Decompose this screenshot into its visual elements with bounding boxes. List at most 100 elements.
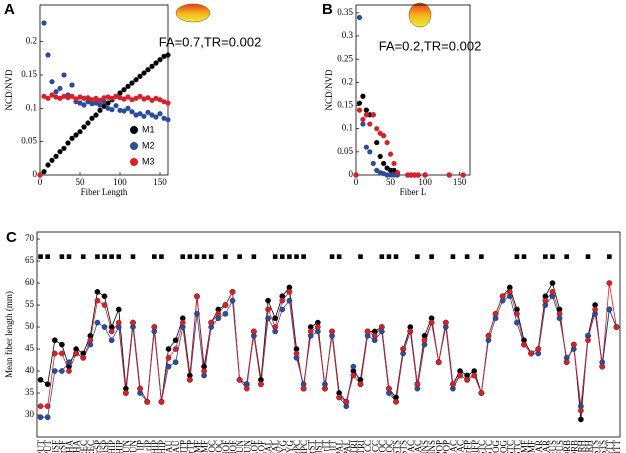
- significance-marker: [152, 254, 157, 259]
- point: [37, 403, 44, 410]
- point: [272, 315, 279, 322]
- point: [53, 153, 59, 159]
- significance-marker: [358, 254, 363, 259]
- point: [293, 350, 300, 357]
- point: [307, 328, 314, 335]
- point: [93, 112, 99, 118]
- significance-marker: [564, 254, 569, 259]
- point: [258, 381, 264, 388]
- x-tick-label: 100: [418, 177, 432, 187]
- point: [89, 97, 95, 103]
- x-tick-label: lPORB: [569, 440, 579, 453]
- significance-marker: [450, 254, 456, 259]
- y-tick-label: 0.05: [21, 136, 37, 146]
- x-tick-label: lFUS: [555, 440, 565, 453]
- point: [73, 132, 79, 138]
- x-tick-label: lMF: [200, 440, 210, 453]
- point: [229, 297, 236, 304]
- point: [194, 310, 200, 317]
- point: [125, 105, 131, 111]
- significance-marker: [59, 254, 65, 259]
- x-tick-label: rISTC: [477, 440, 487, 453]
- x-tick-label: rSF: [57, 440, 67, 453]
- significance-marker: [38, 254, 43, 259]
- y-axis-label: Mean fiber length (mm): [4, 291, 14, 378]
- point: [442, 319, 449, 326]
- point: [105, 105, 111, 111]
- significance-marker: [187, 254, 193, 259]
- tensor-icon: [175, 3, 211, 23]
- point: [105, 94, 111, 100]
- significance-marker: [329, 254, 335, 259]
- point: [133, 77, 139, 83]
- significance-marker: [237, 254, 242, 259]
- point: [121, 87, 127, 93]
- point: [514, 319, 520, 326]
- point: [77, 94, 83, 100]
- point: [563, 359, 570, 366]
- point: [44, 403, 51, 410]
- point: [460, 172, 466, 178]
- point: [363, 107, 369, 113]
- point: [367, 149, 373, 155]
- point: [471, 372, 478, 379]
- x-tick-label: 0: [38, 177, 43, 187]
- x-tick-label: lISTC: [484, 440, 494, 453]
- point: [357, 381, 364, 388]
- point: [478, 390, 485, 396]
- significance-marker: [45, 254, 50, 259]
- x-tick-label: rBSTS: [591, 440, 601, 453]
- point: [165, 354, 172, 361]
- point: [44, 414, 51, 421]
- point: [374, 126, 380, 132]
- point: [57, 95, 63, 101]
- point: [528, 350, 534, 357]
- point: [265, 297, 271, 304]
- x-tick-label: lSP: [100, 440, 110, 453]
- point: [61, 72, 67, 78]
- point: [59, 341, 65, 348]
- y-tick-label: 35: [25, 387, 35, 397]
- point: [49, 79, 55, 85]
- x-tick-label: rPCAL: [264, 440, 274, 453]
- point: [93, 95, 99, 101]
- x-tick-label: rLOC: [377, 440, 387, 453]
- point: [49, 157, 55, 163]
- x-tick-label: lPUT: [43, 440, 53, 453]
- significance-marker: [116, 254, 122, 259]
- x-tick-label: lMOF: [228, 440, 238, 453]
- significance-marker: [279, 254, 285, 259]
- x-tick-label: rST: [306, 439, 316, 453]
- point: [363, 144, 369, 150]
- point: [367, 121, 373, 127]
- point: [279, 306, 286, 313]
- significance-marker: [130, 254, 136, 259]
- point: [446, 172, 452, 178]
- significance-marker: [102, 254, 107, 259]
- point: [286, 288, 293, 295]
- significance-marker: [208, 254, 214, 259]
- significance-marker: [479, 254, 484, 259]
- x-tick-label: lHIP: [114, 440, 124, 453]
- point: [222, 310, 229, 317]
- point: [51, 350, 58, 357]
- x-tick-label: rAMYG: [278, 440, 288, 453]
- point: [549, 280, 556, 286]
- point: [286, 297, 293, 304]
- significance-marker: [66, 254, 72, 259]
- point: [450, 381, 456, 388]
- point: [243, 385, 250, 392]
- y-tick-label: 70: [25, 233, 35, 243]
- significance-marker: [585, 254, 591, 259]
- point: [165, 117, 171, 123]
- point: [49, 92, 55, 98]
- x-tick-label: rPSTS: [392, 440, 402, 453]
- point: [428, 319, 435, 326]
- point: [599, 363, 606, 370]
- point: [133, 95, 139, 101]
- x-tick-label: rPREC: [86, 440, 96, 453]
- x-tick-label: lCAU: [164, 440, 174, 453]
- significance-marker: [386, 254, 392, 259]
- point: [421, 337, 428, 344]
